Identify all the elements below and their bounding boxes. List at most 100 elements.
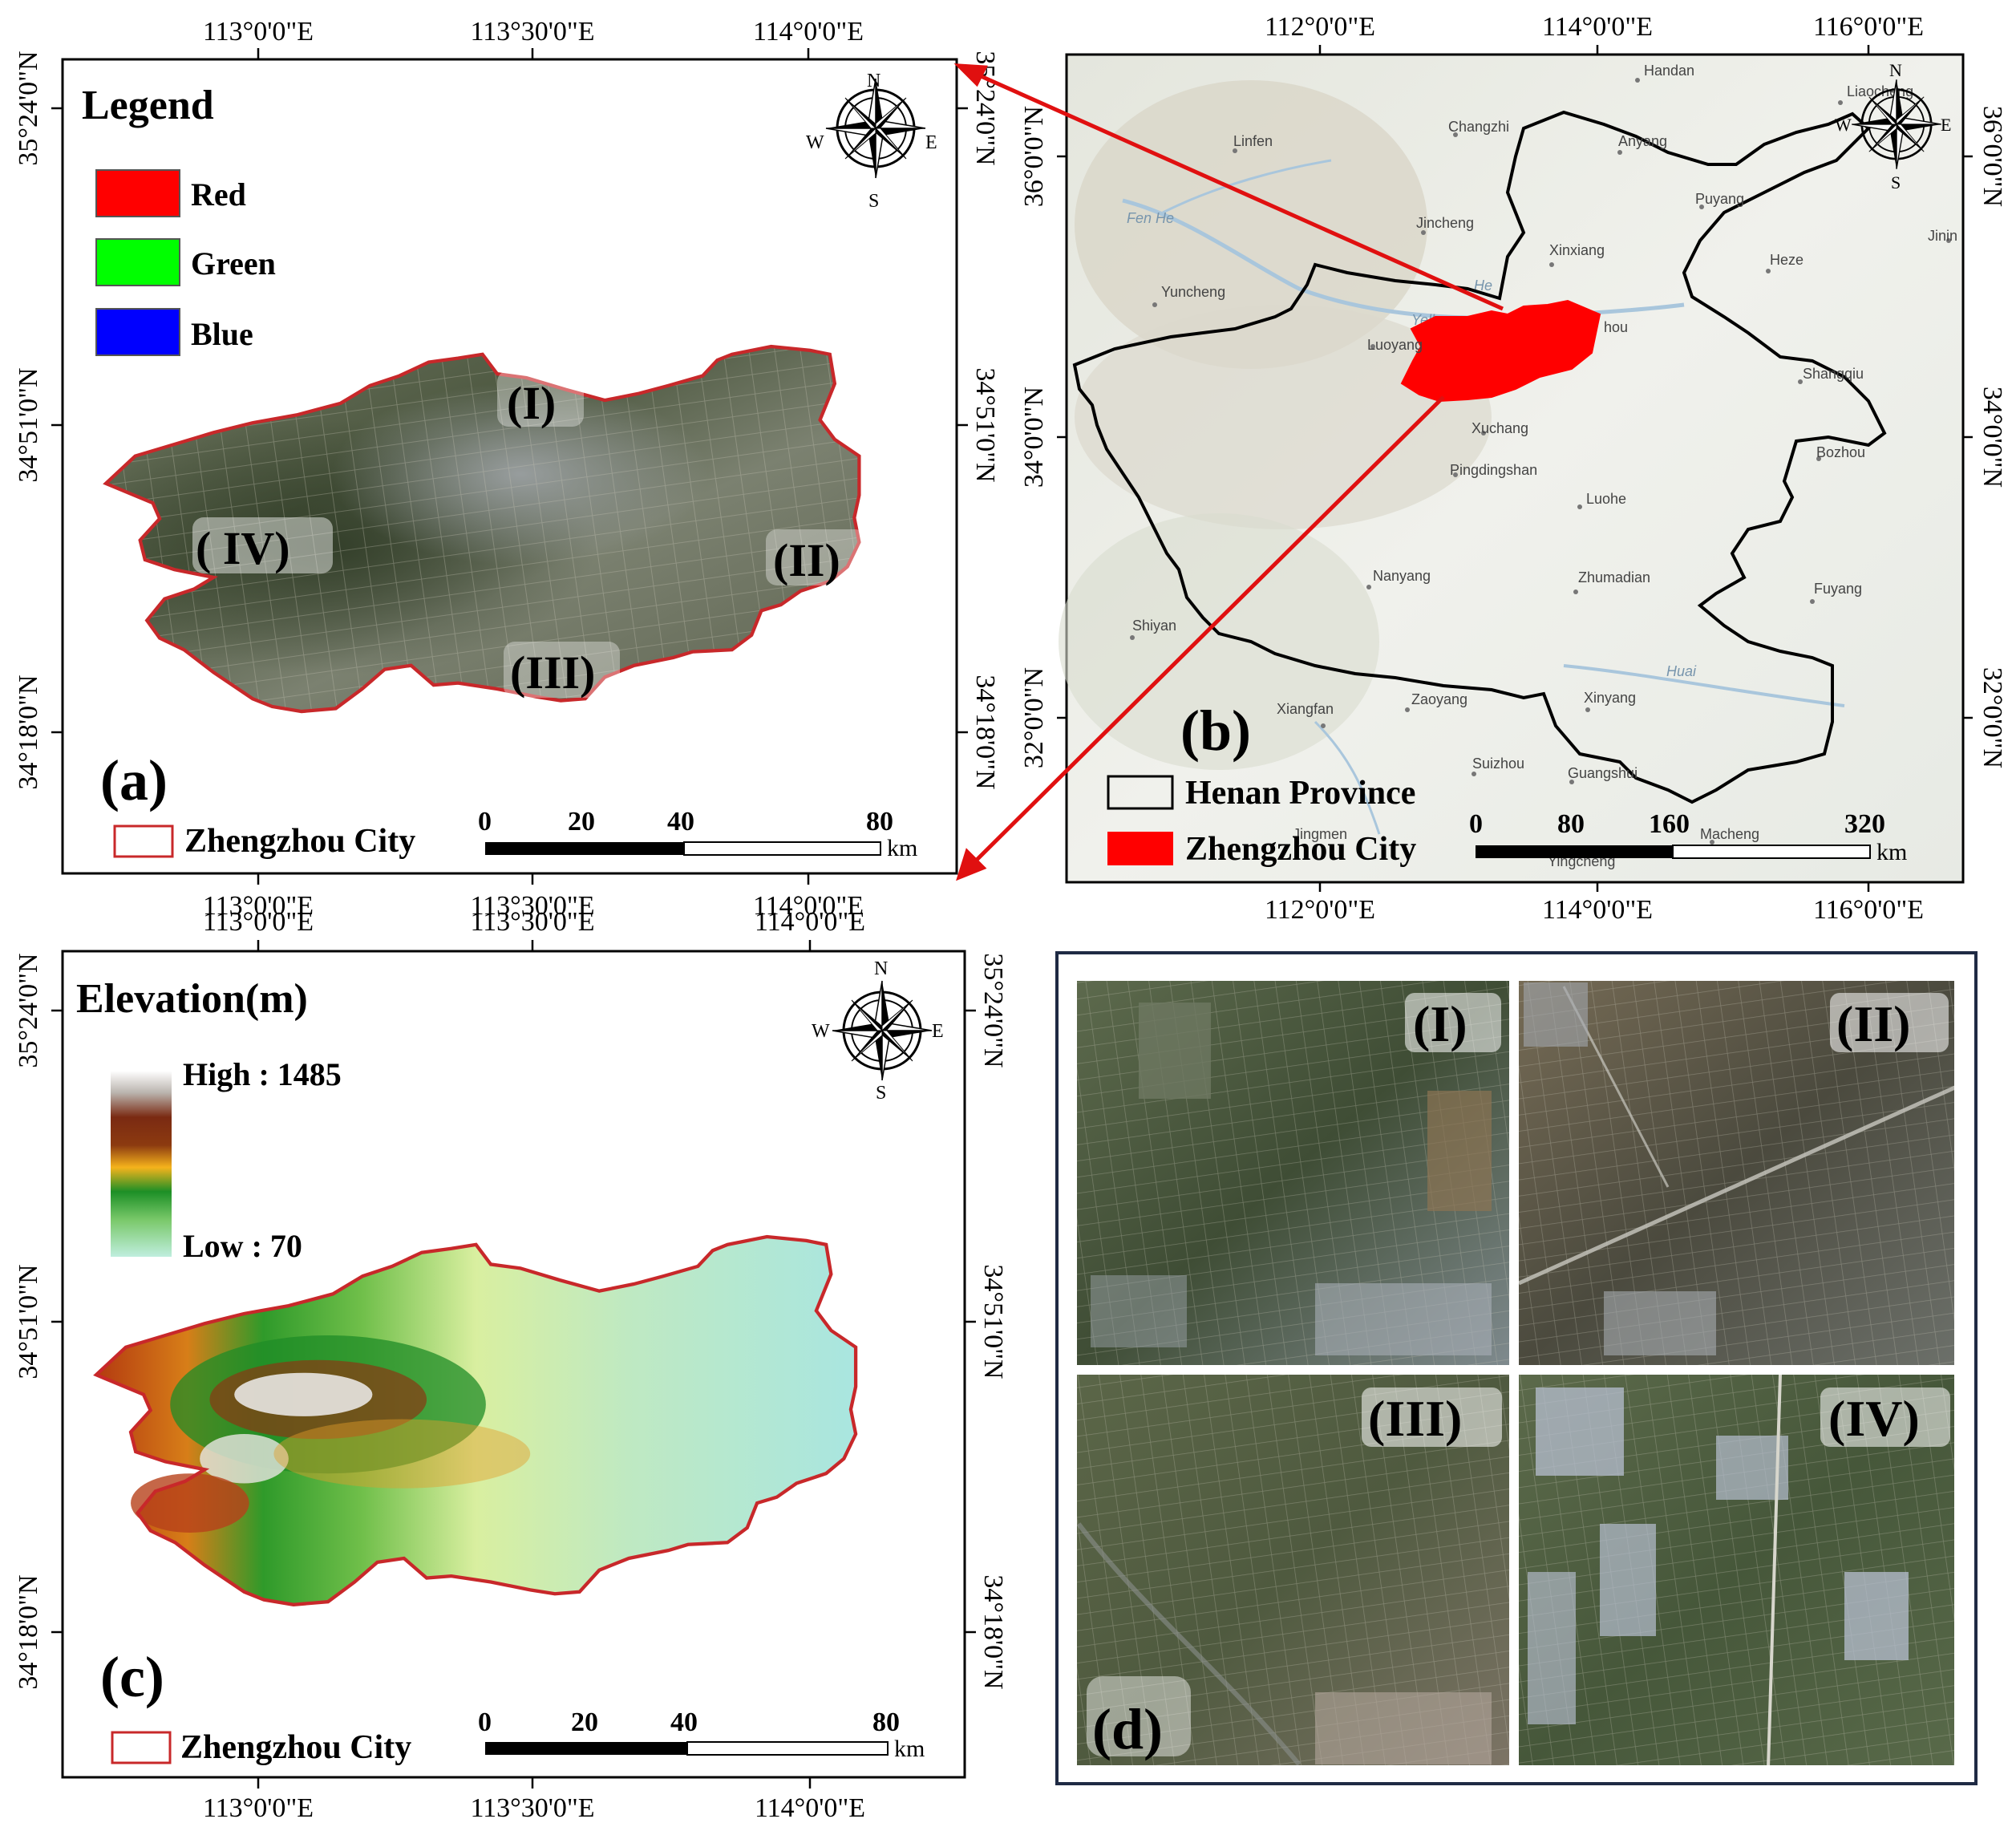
elevation-color-bar <box>111 1071 172 1257</box>
tile-i <box>1075 978 1509 1365</box>
panel-c-lon-bottom-1: 113°0'0"E <box>203 1793 314 1823</box>
city-suizhou: Suizhou <box>1472 756 1524 772</box>
city-zhumadian: Zhumadian <box>1578 569 1650 585</box>
panel-b-scale-160: 160 <box>1649 809 1690 839</box>
legend-title: Legend <box>82 83 214 128</box>
panel-b-compass-e: E <box>1941 115 1951 135</box>
city-zhengzhou-partial: hou <box>1604 319 1628 335</box>
panel-a: Legend Red Green Blue (I) (II) (III) ( I… <box>14 17 1000 921</box>
panel-c-scale-0: 0 <box>478 1707 492 1737</box>
panel-c-compass-w: W <box>812 1021 830 1042</box>
panel-c: Elevation(m) High : 1485 Low : 70 N S E … <box>14 907 1008 1823</box>
panel-b-lat-right-1: 36°0'0"N <box>1978 106 2007 207</box>
city-changzhi: Changzhi <box>1448 119 1509 135</box>
legend-swatch-blue <box>95 308 180 356</box>
city-heze: Heze <box>1770 252 1803 268</box>
panel-a-scale-unit: km <box>887 835 917 861</box>
panel-c-label: (c) <box>100 1645 164 1709</box>
city-handan: Handan <box>1644 63 1694 79</box>
city-xinxiang: Xinxiang <box>1549 242 1605 258</box>
panel-c-lon-bottom-3: 114°0'0"E <box>755 1793 865 1823</box>
panel-a-scale-bar <box>485 841 881 856</box>
panel-b: Fen He He Yellow Huai Handan Liaocheng L… <box>1019 12 2007 925</box>
tile-label-i: (I) <box>1413 995 1467 1052</box>
legend-zhengzhou-swatch <box>1107 832 1173 865</box>
panel-a-lat-left-2: 34°51'0"N <box>14 367 43 482</box>
panel-c-scale-unit: km <box>894 1736 925 1762</box>
panel-c-scale-80: 80 <box>872 1707 900 1737</box>
elevation-legend-title: Elevation(m) <box>76 976 308 1022</box>
panel-a-lon-top-1: 113°0'0"E <box>203 17 314 47</box>
panel-d: (I) (II) (III) (IV) (d) <box>1055 951 1978 1785</box>
panel-b-lon-bottom-1: 112°0'0"E <box>1265 895 1375 925</box>
legend-label-blue: Blue <box>191 316 253 352</box>
panel-b-scale-bar <box>1476 845 1871 859</box>
panel-a-compass-n: N <box>867 71 880 91</box>
city-yuncheng: Yuncheng <box>1161 284 1225 300</box>
panel-c-lon-bottom-2: 113°30'0"E <box>470 1793 594 1823</box>
river-huai: Huai <box>1666 663 1697 679</box>
legend-swatch-red <box>95 169 180 217</box>
panel-b-lat-left-2: 34°0'0"N <box>1019 387 1049 488</box>
legend-label-red: Red <box>191 176 246 213</box>
panel-c-lon-top-2: 113°30'0"E <box>470 907 594 937</box>
city-shangqiu: Shangqiu <box>1803 366 1864 382</box>
city-macheng: Macheng <box>1700 826 1759 842</box>
legend-henan-swatch <box>1107 775 1174 810</box>
city-bozhou: Bozhou <box>1816 444 1865 460</box>
panel-a-scale-80: 80 <box>866 807 893 837</box>
city-xiangfan: Xiangfan <box>1277 701 1334 717</box>
city-puyang: Puyang <box>1695 191 1744 207</box>
city-luohe: Luohe <box>1586 491 1626 507</box>
panel-a-tick-marks <box>51 48 968 885</box>
panel-c-lat-left-2: 34°51'0"N <box>14 1264 43 1379</box>
panel-c-boundary-swatch <box>111 1731 172 1764</box>
tile-label-ii: (II) <box>1836 995 1910 1052</box>
city-jingmen: Jingmen <box>1293 826 1347 842</box>
zhengzhou-highlight <box>1400 299 1601 403</box>
connector-arrows <box>953 63 1504 881</box>
panel-b-compass-s: S <box>1891 172 1901 192</box>
elevation-low-label: Low : 70 <box>183 1228 302 1264</box>
city-anyang: Anyang <box>1618 133 1667 149</box>
panel-b-label: (b) <box>1180 699 1251 763</box>
city-nanyang: Nanyang <box>1373 568 1431 584</box>
river-he: He <box>1474 277 1492 294</box>
panel-a-lon-top-3: 114°0'0"E <box>753 17 864 47</box>
tile-label-iii: (III) <box>1368 1390 1462 1447</box>
legend-zhengzhou-label: Zhengzhou City <box>1185 831 1416 868</box>
panel-a-scale-40: 40 <box>667 807 694 837</box>
panel-b-lat-right-2: 34°0'0"N <box>1978 387 2007 488</box>
panel-a-scale-0: 0 <box>478 807 492 837</box>
panel-c-compass-n: N <box>874 958 888 979</box>
region-label-ii: (II) <box>773 534 840 586</box>
panel-c-lat-right-1: 35°24'0"N <box>978 953 1008 1067</box>
region-label-i: (I) <box>507 377 556 429</box>
panel-a-boundary-swatch <box>113 824 174 858</box>
panel-b-compass-n: N <box>1889 60 1902 80</box>
panel-a-lat-left-1: 35°24'0"N <box>14 51 43 165</box>
panel-b-lat-right-3: 32°0'0"N <box>1978 667 2007 768</box>
panel-c-lat-left-1: 35°24'0"N <box>14 953 43 1067</box>
tile-iii <box>1075 1375 1509 1768</box>
panel-a-lon-top-2: 113°30'0"E <box>470 17 594 47</box>
city-zaoyang: Zaoyang <box>1411 691 1467 707</box>
city-guangshui: Guangshui <box>1568 765 1637 781</box>
river-fen-he: Fen He <box>1127 210 1174 226</box>
panel-b-compass-w: W <box>1835 115 1852 135</box>
city-shiyan: Shiyan <box>1132 618 1176 634</box>
region-label-iv: ( IV) <box>196 522 290 574</box>
panel-a-lon-bottom-3: 114°0'0"E <box>753 891 864 921</box>
panel-a-lat-left-3: 34°18'0"N <box>14 674 43 789</box>
panel-a-lon-bottom-2: 113°30'0"E <box>470 891 594 921</box>
panel-c-lon-top-1: 113°0'0"E <box>203 907 314 937</box>
city-linfen: Linfen <box>1233 133 1273 149</box>
panel-d-label: (d) <box>1092 1697 1163 1761</box>
legend-swatch-green <box>95 238 180 286</box>
zhengzhou-elevation-map <box>96 1237 856 1605</box>
panel-a-compass-e: E <box>925 132 937 153</box>
city-xuchang: Xuchang <box>1472 420 1528 436</box>
panel-a-scale-20: 20 <box>568 807 595 837</box>
panel-b-lon-bottom-3: 116°0'0"E <box>1813 895 1924 925</box>
